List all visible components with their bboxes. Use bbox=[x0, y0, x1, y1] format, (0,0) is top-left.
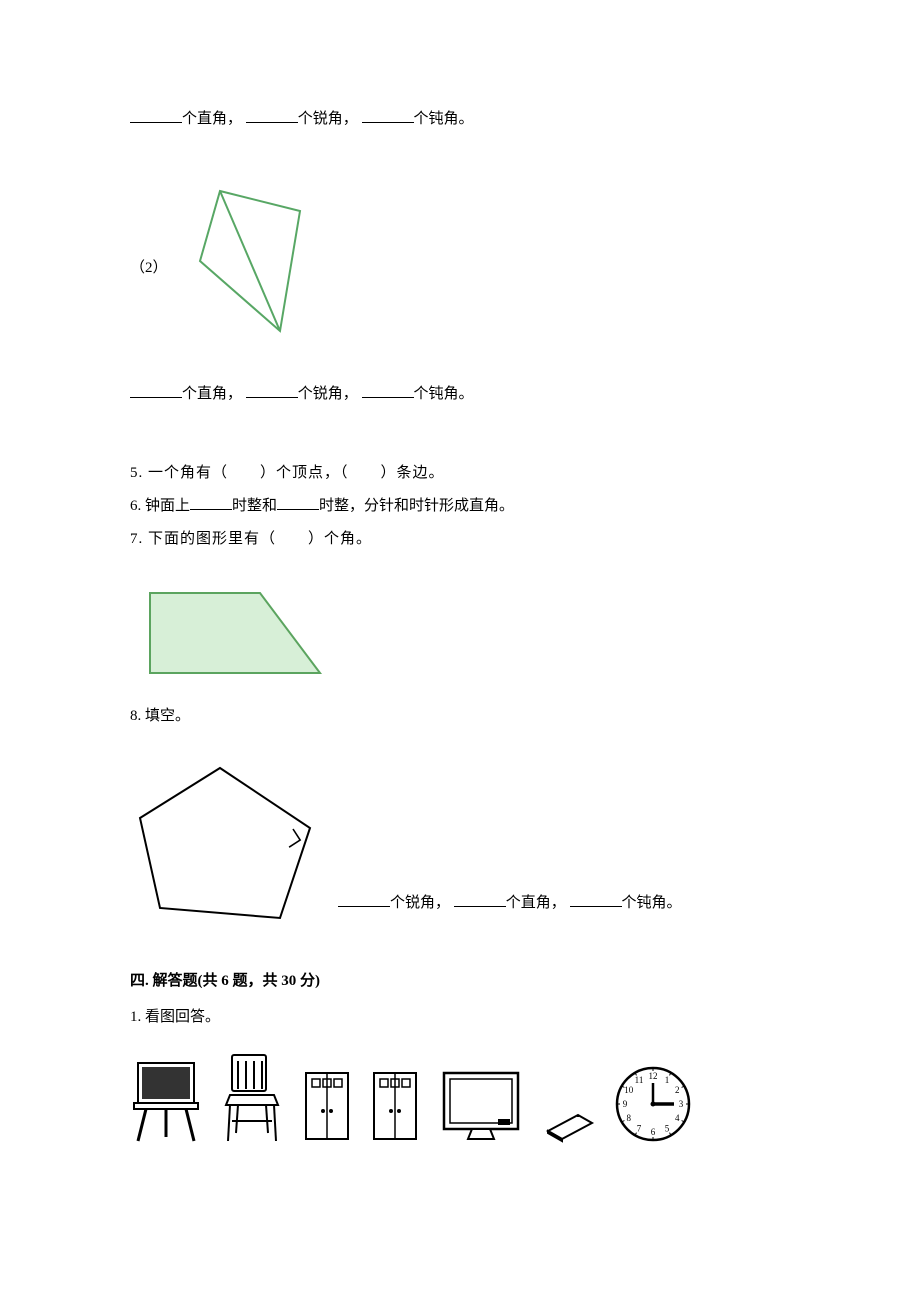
text-acute-angle: 个锐角， bbox=[298, 111, 358, 127]
blank-acute-angle-2[interactable] bbox=[246, 382, 298, 398]
text-acute-angle-2: 个锐角， bbox=[298, 386, 358, 402]
svg-text:6: 6 bbox=[651, 1127, 656, 1137]
chair-icon bbox=[220, 1051, 284, 1143]
q4-part2-angles-line: 个直角， 个锐角， 个钝角。 bbox=[130, 381, 790, 408]
svg-text:12: 12 bbox=[649, 1071, 658, 1081]
text-right-angle: 个直角， bbox=[182, 111, 242, 127]
kite-shape-figure bbox=[180, 181, 330, 351]
text-obtuse-angle-2: 个钝角。 bbox=[414, 386, 474, 402]
text-obtuse-angle: 个钝角。 bbox=[414, 111, 474, 127]
q8-text-obtuse: 个钝角。 bbox=[622, 895, 682, 911]
svg-text:5: 5 bbox=[665, 1123, 670, 1133]
q8-text-acute: 个锐角， bbox=[390, 895, 450, 911]
pentagon-figure bbox=[130, 758, 330, 933]
q8-blank-obtuse[interactable] bbox=[570, 891, 622, 907]
objects-row: 12 12 3 45678 9 1011 bbox=[130, 1051, 790, 1143]
s4-q1-text: 1. 看图回答。 bbox=[130, 1004, 790, 1031]
blank-right-angle[interactable] bbox=[130, 107, 182, 123]
svg-text:8: 8 bbox=[627, 1113, 632, 1123]
q4-sub2-label: （2） bbox=[130, 256, 168, 277]
svg-text:1: 1 bbox=[665, 1075, 670, 1085]
svg-text:2: 2 bbox=[675, 1085, 680, 1095]
q8-lead: 8. 填空。 bbox=[130, 703, 790, 730]
q8-text-right: 个直角， bbox=[506, 895, 566, 911]
blank-obtuse-angle[interactable] bbox=[362, 107, 414, 123]
svg-text:10: 10 bbox=[624, 1085, 634, 1095]
svg-text:3: 3 bbox=[679, 1099, 684, 1109]
clock-icon: 12 12 3 45678 9 1011 bbox=[614, 1065, 692, 1143]
q6-mid1: 时整和 bbox=[232, 498, 277, 514]
q6-line: 6. 钟面上 时整和 时整，分针和时针形成直角。 bbox=[130, 493, 790, 520]
tv-icon bbox=[438, 1067, 524, 1143]
blank-obtuse-angle-2[interactable] bbox=[362, 382, 414, 398]
q7-text: 7. 下面的图形里有（ ）个角。 bbox=[130, 526, 790, 553]
q6-blank-2[interactable] bbox=[277, 494, 319, 510]
blank-acute-angle[interactable] bbox=[246, 107, 298, 123]
svg-text:11: 11 bbox=[635, 1075, 644, 1085]
q8-blank-right[interactable] bbox=[454, 891, 506, 907]
q6-blank-1[interactable] bbox=[190, 494, 232, 510]
svg-text:4: 4 bbox=[675, 1113, 680, 1123]
q6-mid2: 时整，分针和时针形成直角。 bbox=[319, 498, 514, 514]
q4-part1-angles-line: 个直角， 个锐角， 个钝角。 bbox=[130, 106, 790, 133]
svg-text:9: 9 bbox=[623, 1099, 628, 1109]
q6-prefix: 6. 钟面上 bbox=[130, 498, 190, 514]
blackboard-icon bbox=[130, 1057, 202, 1143]
door-icon bbox=[370, 1069, 420, 1143]
q5-text: 5. 一个角有（ ）个顶点，（ ）条边。 bbox=[130, 460, 790, 487]
section-4-title: 四. 解答题(共 6 题，共 30 分) bbox=[130, 969, 790, 990]
door-icon bbox=[302, 1069, 352, 1143]
green-trapezoid-figure bbox=[130, 583, 340, 683]
eraser-icon bbox=[542, 1107, 596, 1143]
q8-blank-acute[interactable] bbox=[338, 891, 390, 907]
q8-angles-line: 个锐角， 个直角， 个钝角。 bbox=[338, 890, 682, 927]
text-right-angle-2: 个直角， bbox=[182, 386, 242, 402]
svg-text:7: 7 bbox=[637, 1123, 642, 1133]
blank-right-angle-2[interactable] bbox=[130, 382, 182, 398]
